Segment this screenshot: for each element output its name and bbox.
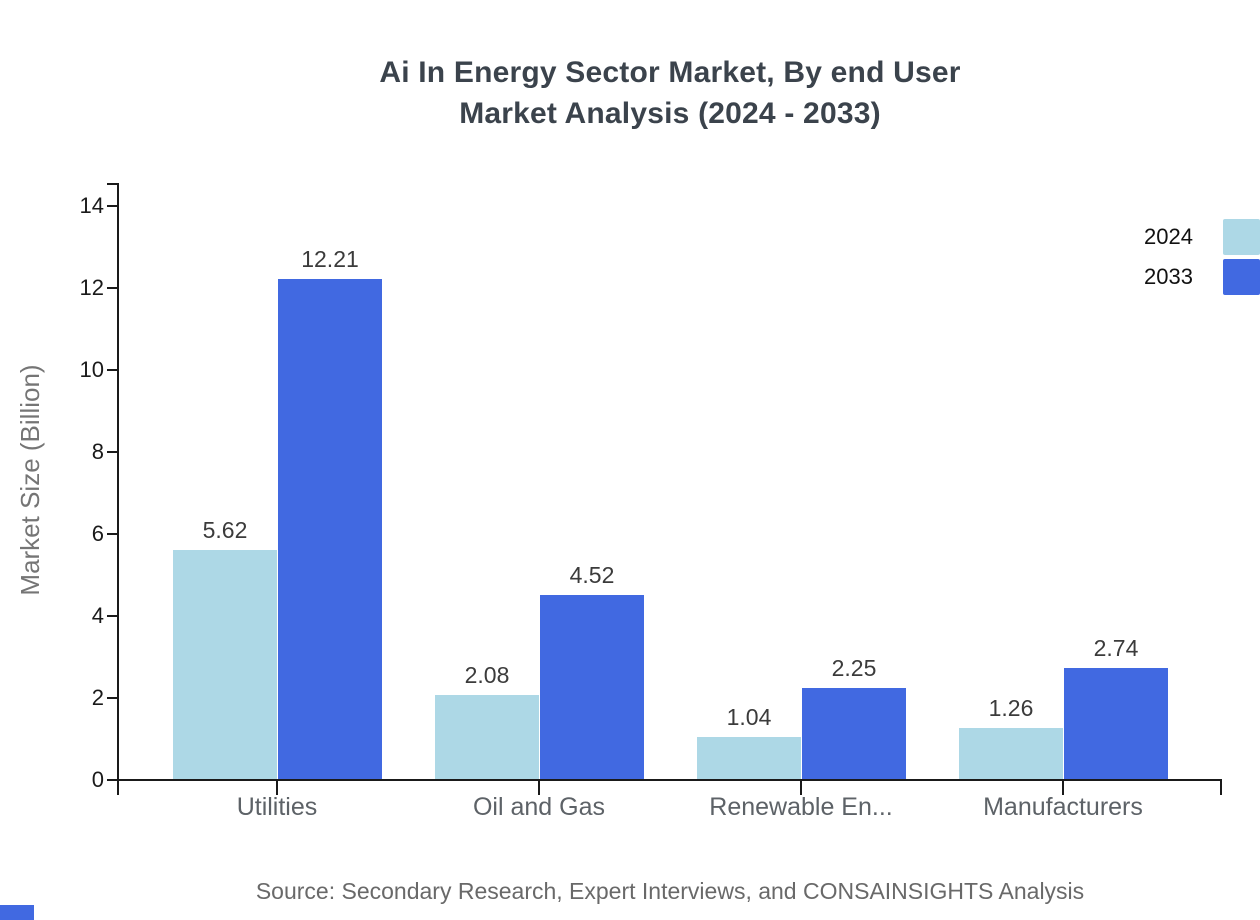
bar-2024-renewable-en[interactable]: [697, 737, 801, 780]
y-tick-label: 4: [91, 603, 104, 628]
bar-value-label-2024-manufacturers: 1.26: [988, 695, 1034, 721]
y-tick: [107, 779, 117, 781]
y-tick-label: 6: [91, 521, 104, 546]
x-category-label-renewable-en: Renewable En...: [709, 793, 893, 821]
y-tick: [107, 205, 117, 207]
bar-2033-utilities[interactable]: [278, 279, 382, 780]
x-tick: [538, 781, 540, 795]
brand-corner-mark: [0, 905, 34, 920]
x-axis-origin-tick: [117, 781, 119, 795]
bar-2033-manufacturers[interactable]: [1064, 668, 1168, 780]
x-tick: [800, 781, 802, 795]
y-axis-line: [117, 183, 119, 781]
bar-value-label-2033-renewable-en: 2.25: [831, 655, 877, 681]
chart-title: Ai In Energy Sector Market, By end User …: [80, 52, 1260, 134]
bar-value-label-2033-oil-and-gas: 4.52: [569, 562, 615, 588]
y-tick-label: 14: [79, 193, 104, 218]
y-axis-end-tick: [107, 183, 117, 185]
y-tick-label: 8: [91, 439, 104, 464]
legend-label-2033: 2033: [1144, 264, 1193, 289]
bar-2033-oil-and-gas[interactable]: [540, 595, 644, 780]
x-axis-end-tick: [1220, 781, 1222, 795]
x-category-label-oil-and-gas: Oil and Gas: [472, 793, 605, 821]
chart-title-line-1: Ai In Energy Sector Market, By end User: [379, 56, 961, 89]
y-tick: [107, 287, 117, 289]
y-tick-label: 12: [79, 275, 104, 300]
source-note: Source: Secondary Research, Expert Inter…: [255, 878, 1085, 904]
y-tick-label: 2: [91, 685, 104, 710]
y-tick: [107, 369, 117, 371]
x-category-label-utilities: Utilities: [236, 793, 318, 821]
legend-swatch-2033: [1223, 259, 1260, 295]
legend-label-2024: 2024: [1144, 224, 1193, 249]
bar-2024-oil-and-gas[interactable]: [435, 695, 539, 780]
y-tick-label: 0: [91, 767, 104, 792]
y-tick: [107, 615, 117, 617]
bar-2033-renewable-en[interactable]: [802, 688, 906, 780]
bar-value-label-2033-utilities: 12.21: [301, 246, 359, 272]
bar-value-label-2024-utilities: 5.62: [202, 517, 248, 543]
legend-swatch-2024: [1223, 219, 1260, 255]
bar-value-label-2024-oil-and-gas: 2.08: [464, 662, 510, 688]
y-tick: [107, 697, 117, 699]
y-tick: [107, 451, 117, 453]
chart-title-line-2: Market Analysis (2024 - 2033): [459, 97, 881, 130]
bar-value-label-2024-renewable-en: 1.04: [726, 704, 772, 730]
x-category-label-manufacturers: Manufacturers: [983, 793, 1143, 821]
bar-2024-manufacturers[interactable]: [959, 728, 1063, 780]
y-tick-label: 10: [79, 357, 104, 382]
x-tick: [276, 781, 278, 795]
legend-item-2033[interactable]: 2033: [1000, 259, 1260, 295]
legend-item-2024[interactable]: 2024: [1000, 219, 1260, 255]
y-tick: [107, 533, 117, 535]
x-tick: [1062, 781, 1064, 795]
bar-2024-utilities[interactable]: [173, 550, 277, 780]
x-axis-line: [117, 779, 1222, 781]
bar-value-label-2033-manufacturers: 2.74: [1093, 635, 1139, 661]
